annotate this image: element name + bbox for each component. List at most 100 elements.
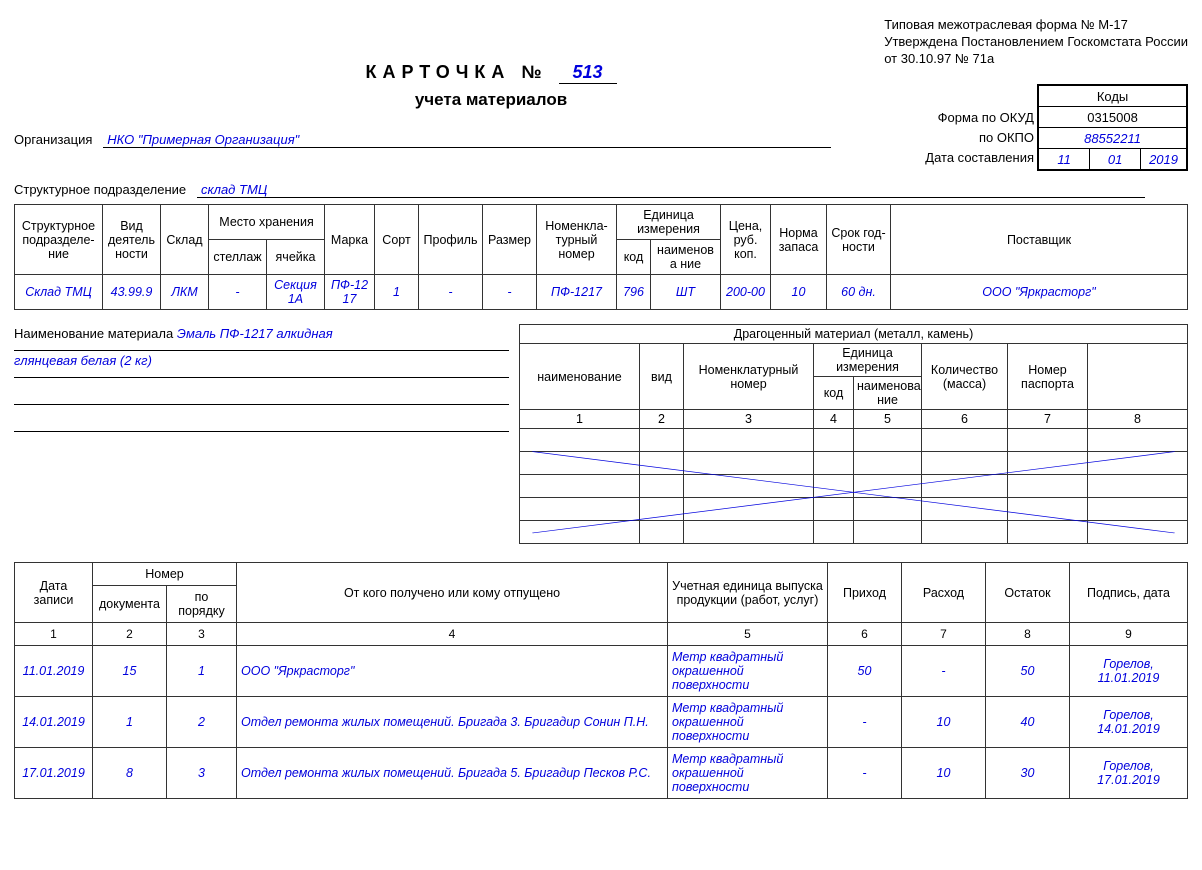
m-cn-6: 6: [828, 623, 902, 646]
mov-ord: 2: [167, 697, 237, 748]
okud-label: Форма по ОКУД: [925, 108, 1034, 128]
h-price: Цена, руб. коп.: [721, 205, 771, 275]
h-stocknorm: Норма запаса: [771, 205, 827, 275]
subdiv-value: склад ТМЦ: [197, 182, 1145, 198]
d-rack: -: [209, 275, 267, 310]
h-unitname: наименова ние: [651, 240, 721, 275]
m-cn-7: 7: [902, 623, 986, 646]
h-supplier: Поставщик: [891, 205, 1188, 275]
m-cn-9: 9: [1070, 623, 1188, 646]
reg-line2: Утверждена Постановлением Госкомстата Ро…: [884, 34, 1188, 49]
h-unitcode: код: [617, 240, 651, 275]
m-h-doc: документа: [93, 586, 167, 623]
h-brand: Марка: [325, 205, 375, 275]
subdiv-label: Структурное подразделение: [14, 182, 186, 197]
date-day: 11: [1038, 149, 1090, 171]
mov-unitProd: Метр квадратный окрашенной поверхности: [668, 697, 828, 748]
m-h-from: От кого получено или кому отпущено: [237, 563, 668, 623]
mov-date: 14.01.2019: [15, 697, 93, 748]
mov-out: -: [902, 646, 986, 697]
d-profile: -: [419, 275, 483, 310]
mov-sign: Горелов, 11.01.2019: [1070, 646, 1188, 697]
mov-doc: 15: [93, 646, 167, 697]
m-h-sign: Подпись, дата: [1070, 563, 1188, 623]
p-h-nomen: Номенклатурный номер: [684, 344, 814, 410]
movement-row: 17.01.201983Отдел ремонта жилых помещени…: [15, 748, 1188, 799]
title-main: КАРТОЧКА №: [365, 62, 547, 82]
h-cell: ячейка: [267, 240, 325, 275]
org-label: Организация: [14, 132, 92, 147]
h-activity: Вид деятель ности: [103, 205, 161, 275]
card-number: 513: [559, 62, 617, 84]
movements-colnum-row: 1 2 3 4 5 6 7 8 9: [15, 623, 1188, 646]
material-name-block: Наименование материала Эмаль ПФ-1217 алк…: [14, 324, 509, 544]
date-year: 2019: [1141, 149, 1187, 171]
p-coln-2: 2: [640, 410, 684, 429]
mov-from: Отдел ремонта жилых помещений. Бригада 5…: [237, 748, 668, 799]
date-label: Дата составления: [925, 148, 1034, 168]
d-grade: 1: [375, 275, 419, 310]
header-table: Структурное подразделе- ние Вид деятель …: [14, 204, 1188, 310]
d-cell: Секция 1А: [267, 275, 325, 310]
precious-empty-row: [520, 429, 1188, 452]
mov-sign: Горелов, 14.01.2019: [1070, 697, 1188, 748]
m-h-ord: по порядку: [167, 586, 237, 623]
reg-line1: Типовая межотраслевая форма № М-17: [884, 17, 1128, 32]
p-h-kind: вид: [640, 344, 684, 410]
organization-line: Организация НКО "Примерная Организация": [14, 132, 831, 148]
material-line3: [14, 378, 509, 405]
regulatory-text: Типовая межотраслевая форма № М-17 Утвер…: [884, 16, 1188, 67]
p-coln-5: 5: [854, 410, 922, 429]
mov-date: 11.01.2019: [15, 646, 93, 697]
mov-bal: 40: [986, 697, 1070, 748]
h-unit: Единица измерения: [617, 205, 721, 240]
h-shelf: Срок год- ности: [827, 205, 891, 275]
mov-unitProd: Метр квадратный окрашенной поверхности: [668, 646, 828, 697]
h-profile: Профиль: [419, 205, 483, 275]
m-h-in: Приход: [828, 563, 902, 623]
material-line1: Эмаль ПФ-1217 алкидная: [177, 326, 333, 341]
form-subtitle: учета материалов: [14, 90, 968, 110]
m-cn-3: 3: [167, 623, 237, 646]
material-label: Наименование материала: [14, 326, 173, 341]
d-size: -: [483, 275, 537, 310]
d-warehouse: ЛКМ: [161, 275, 209, 310]
mov-from: ООО "Яркрасторг": [237, 646, 668, 697]
mov-in: -: [828, 748, 902, 799]
precious-empty-row: [520, 498, 1188, 521]
mov-doc: 1: [93, 697, 167, 748]
mov-date: 17.01.2019: [15, 748, 93, 799]
m-cn-2: 2: [93, 623, 167, 646]
d-shelf: 60 дн.: [827, 275, 891, 310]
p-coln-6: 6: [922, 410, 1008, 429]
org-value: НКО "Примерная Организация": [103, 132, 831, 148]
movements-table: Дата записи Номер От кого получено или к…: [14, 562, 1188, 799]
h-storage: Место хранения: [209, 205, 325, 240]
d-nomen: ПФ-1217: [537, 275, 617, 310]
precious-empty-row: [520, 452, 1188, 475]
subdivision-line: Структурное подразделение склад ТМЦ: [14, 182, 1188, 198]
mov-out: 10: [902, 697, 986, 748]
mov-out: 10: [902, 748, 986, 799]
material-line4: [14, 405, 509, 432]
h-grade: Сорт: [375, 205, 419, 275]
m-cn-5: 5: [668, 623, 828, 646]
movement-row: 14.01.201912Отдел ремонта жилых помещени…: [15, 697, 1188, 748]
d-brand: ПФ-1217: [325, 275, 375, 310]
precious-title: Драгоценный материал (металл, камень): [520, 325, 1188, 344]
d-price: 200-00: [721, 275, 771, 310]
h-warehouse: Склад: [161, 205, 209, 275]
p-coln-7: 7: [1008, 410, 1088, 429]
h-nomen: Номенкла- турный номер: [537, 205, 617, 275]
header-data-row: Склад ТМЦ 43.99.9 ЛКМ - Секция 1А ПФ-121…: [15, 275, 1188, 310]
d-activity: 43.99.9: [103, 275, 161, 310]
okpo-value: 88552211: [1038, 128, 1187, 149]
p-h-qty: Количество (масса): [922, 344, 1008, 410]
p-h-name: наименование: [520, 344, 640, 410]
precious-empty-row: [520, 521, 1188, 544]
p-coln-3: 3: [684, 410, 814, 429]
mov-ord: 3: [167, 748, 237, 799]
d-unitcode: 796: [617, 275, 651, 310]
mov-in: -: [828, 697, 902, 748]
mov-from: Отдел ремонта жилых помещений. Бригада 3…: [237, 697, 668, 748]
